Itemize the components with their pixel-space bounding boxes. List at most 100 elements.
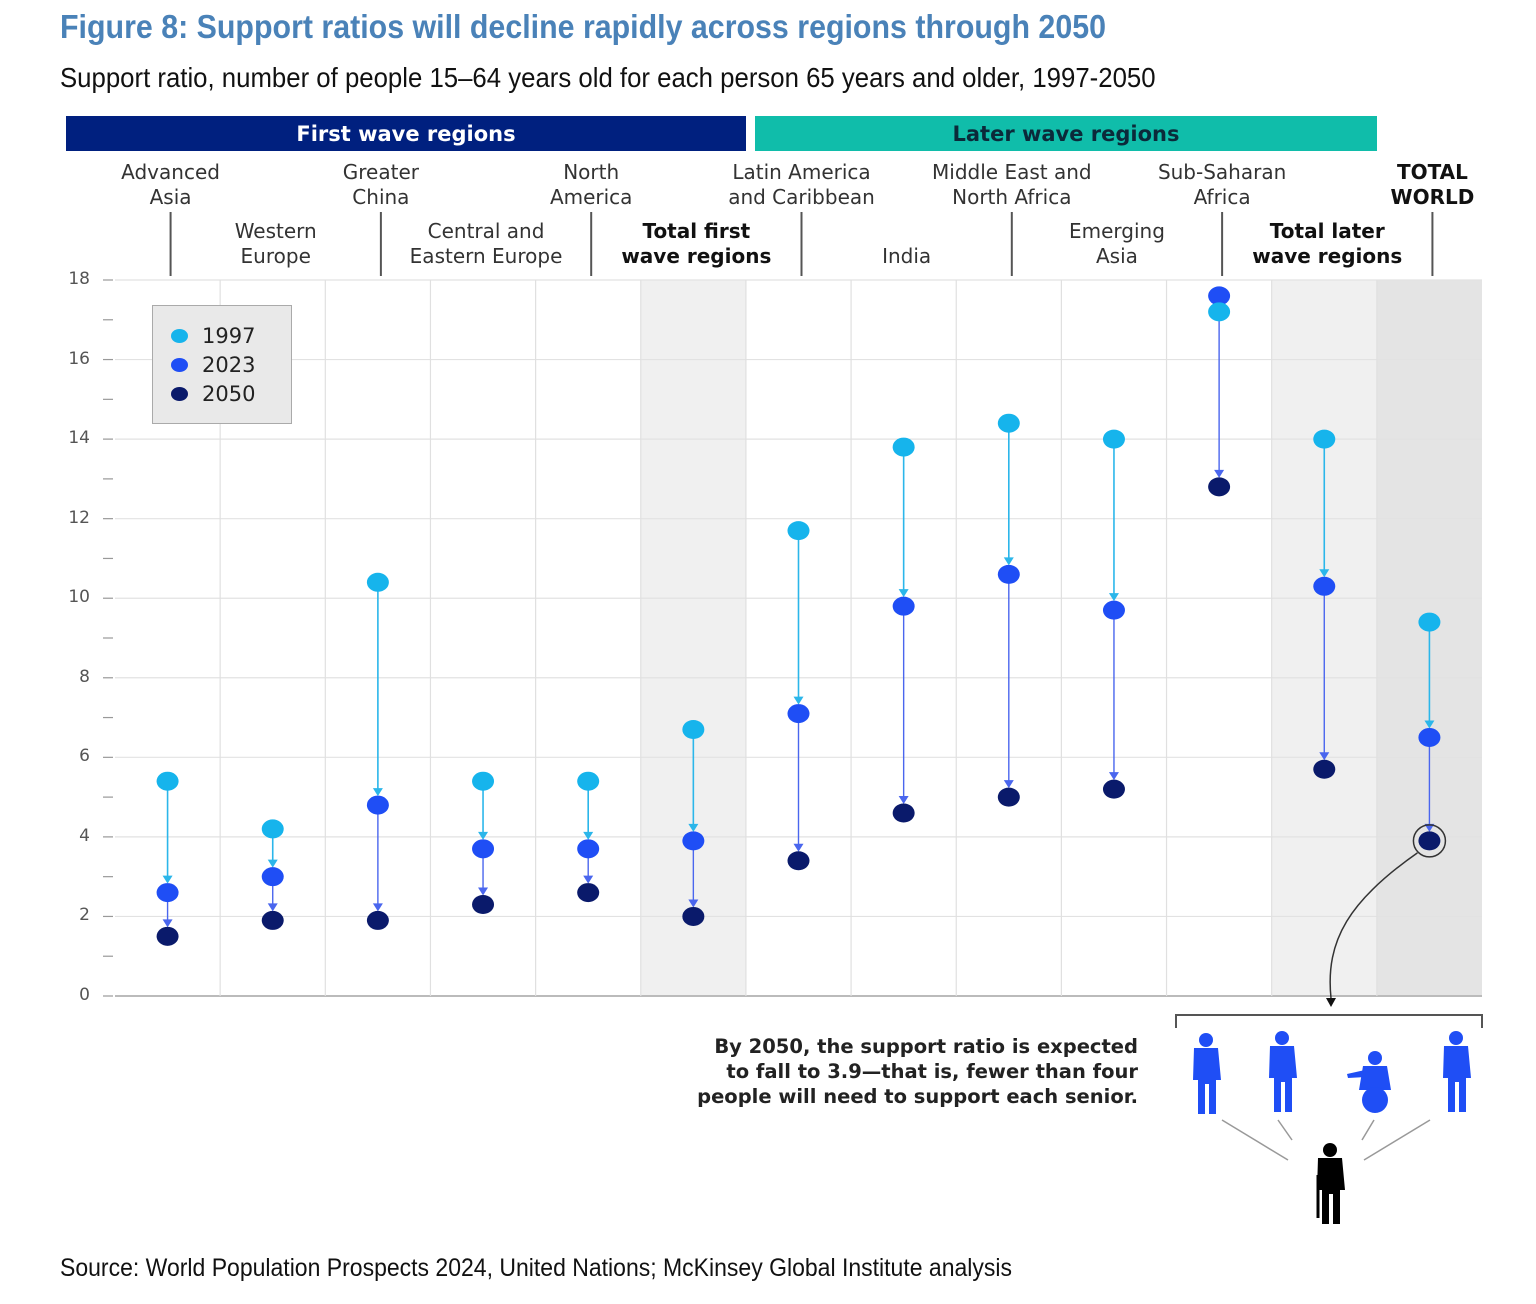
dot-2050	[1208, 477, 1231, 497]
arrow-head	[793, 696, 804, 705]
legend-label: 2023	[202, 353, 256, 377]
arrow-head	[1108, 772, 1119, 781]
legend-item-2050: 2050	[171, 382, 255, 406]
dot-2023	[156, 883, 179, 903]
legend-swatch-2050	[171, 387, 188, 401]
dot-2023	[577, 839, 600, 859]
arrow-head	[478, 887, 489, 896]
arrow-head	[1003, 557, 1014, 566]
annotation-line: to fall to 3.9—that is, fewer than four	[726, 1060, 1138, 1083]
person-icon	[1193, 1033, 1221, 1114]
category-label-line: Total later	[1269, 219, 1385, 243]
category-label: Total first wave regions	[596, 219, 796, 269]
arrow-head	[1424, 720, 1435, 729]
support-arrow	[1363, 1119, 1431, 1161]
arrow-head	[1214, 469, 1225, 478]
annotation-text: By 2050, the support ratio is expected t…	[640, 1034, 1138, 1109]
band-first-wave: First wave regions	[66, 116, 746, 151]
senior-with-cane-icon	[1317, 1143, 1345, 1224]
arrow-head	[898, 589, 909, 598]
dot-2050	[682, 906, 705, 926]
dot-2023	[261, 867, 284, 887]
category-label: Emerging Asia	[1017, 219, 1217, 269]
dot-1997	[472, 771, 495, 791]
dot-2023	[1102, 600, 1125, 620]
arrow-head	[1108, 593, 1119, 602]
dot-2050	[1313, 759, 1336, 779]
dot-1997	[1418, 612, 1441, 632]
legend: 1997 2023 2050	[152, 305, 292, 424]
figure-title: Figure 8: Support ratios will decline ra…	[60, 8, 1106, 45]
callout-arrowhead	[1326, 998, 1336, 1007]
category-label-line: Middle East and	[932, 160, 1092, 184]
y-tick-label: 6	[79, 746, 90, 767]
arrow-head	[267, 903, 278, 912]
category-label-line: North	[563, 160, 620, 184]
category-label-line: Western	[234, 219, 317, 243]
arrow-head	[162, 875, 173, 884]
arrow-head	[162, 919, 173, 928]
dot-2023	[366, 795, 389, 815]
category-label-line: Africa	[1193, 185, 1251, 209]
person-icon	[1443, 1031, 1471, 1112]
category-label-line: Central and	[427, 219, 545, 243]
arrow-head	[898, 796, 909, 805]
dot-2023	[1418, 727, 1441, 747]
y-tick-label: 8	[79, 666, 90, 687]
category-label-line: Eastern Europe	[409, 244, 563, 268]
category-label-line: America	[549, 185, 633, 209]
source-note: Source: World Population Prospects 2024,…	[60, 1254, 1013, 1282]
category-label: Western Europe	[176, 219, 376, 269]
dot-1997	[892, 437, 915, 457]
arrow-head	[267, 859, 278, 868]
category-label: Advanced Asia	[71, 160, 271, 210]
category-label-line: North Africa	[952, 185, 1072, 209]
dot-2050	[261, 910, 284, 930]
arrow-head	[688, 823, 699, 832]
y-tick-label: 0	[79, 985, 90, 1005]
dot-2023	[472, 839, 495, 859]
dot-2050	[472, 895, 495, 915]
dot-2023	[787, 704, 810, 724]
support-arrow	[1277, 1119, 1293, 1141]
y-tick-label: 16	[68, 348, 90, 369]
category-label-line: Emerging	[1068, 219, 1165, 243]
category-label: North America	[491, 160, 691, 210]
y-tick-label: 14	[68, 428, 90, 449]
dot-2050	[787, 851, 810, 871]
category-label-line: Total first	[642, 219, 751, 243]
dot-1997	[261, 819, 284, 839]
dot-2023	[1208, 286, 1231, 306]
person-icon	[1269, 1031, 1297, 1112]
dot-2023	[892, 596, 915, 616]
category-label-line: TOTAL	[1396, 160, 1468, 184]
category-label-line: Latin America	[732, 160, 871, 184]
category-label: Sub-Saharan Africa	[1122, 160, 1322, 210]
category-label: Greater China	[281, 160, 481, 210]
category-label-line: Sub-Saharan	[1157, 160, 1287, 184]
arrow-head	[1003, 780, 1014, 789]
category-label-line: Asia	[149, 185, 192, 209]
category-label-line: Europe	[240, 244, 311, 268]
legend-item-1997: 1997	[171, 324, 255, 348]
arrow-head	[688, 899, 699, 908]
arrow-head	[478, 831, 489, 840]
dot-2050	[1102, 779, 1125, 799]
dot-1997	[577, 771, 600, 791]
arrow-head	[793, 843, 804, 852]
arrow-head	[583, 831, 594, 840]
callout-bracket	[1175, 1014, 1483, 1028]
y-tick-label: 12	[68, 507, 90, 528]
support-arrow	[1361, 1119, 1375, 1141]
y-tick-label: 2	[79, 905, 90, 926]
arrow-head	[583, 875, 594, 884]
callout-curve	[1329, 852, 1418, 999]
legend-swatch-1997	[171, 329, 188, 343]
dot-2050	[577, 883, 600, 903]
figure-subtitle: Support ratio, number of people 15–64 ye…	[60, 62, 1156, 93]
legend-item-2023: 2023	[171, 353, 255, 377]
category-label: Central and Eastern Europe	[386, 219, 586, 269]
category-label-line: WORLD	[1390, 185, 1475, 209]
category-label-line: Greater	[342, 160, 419, 184]
